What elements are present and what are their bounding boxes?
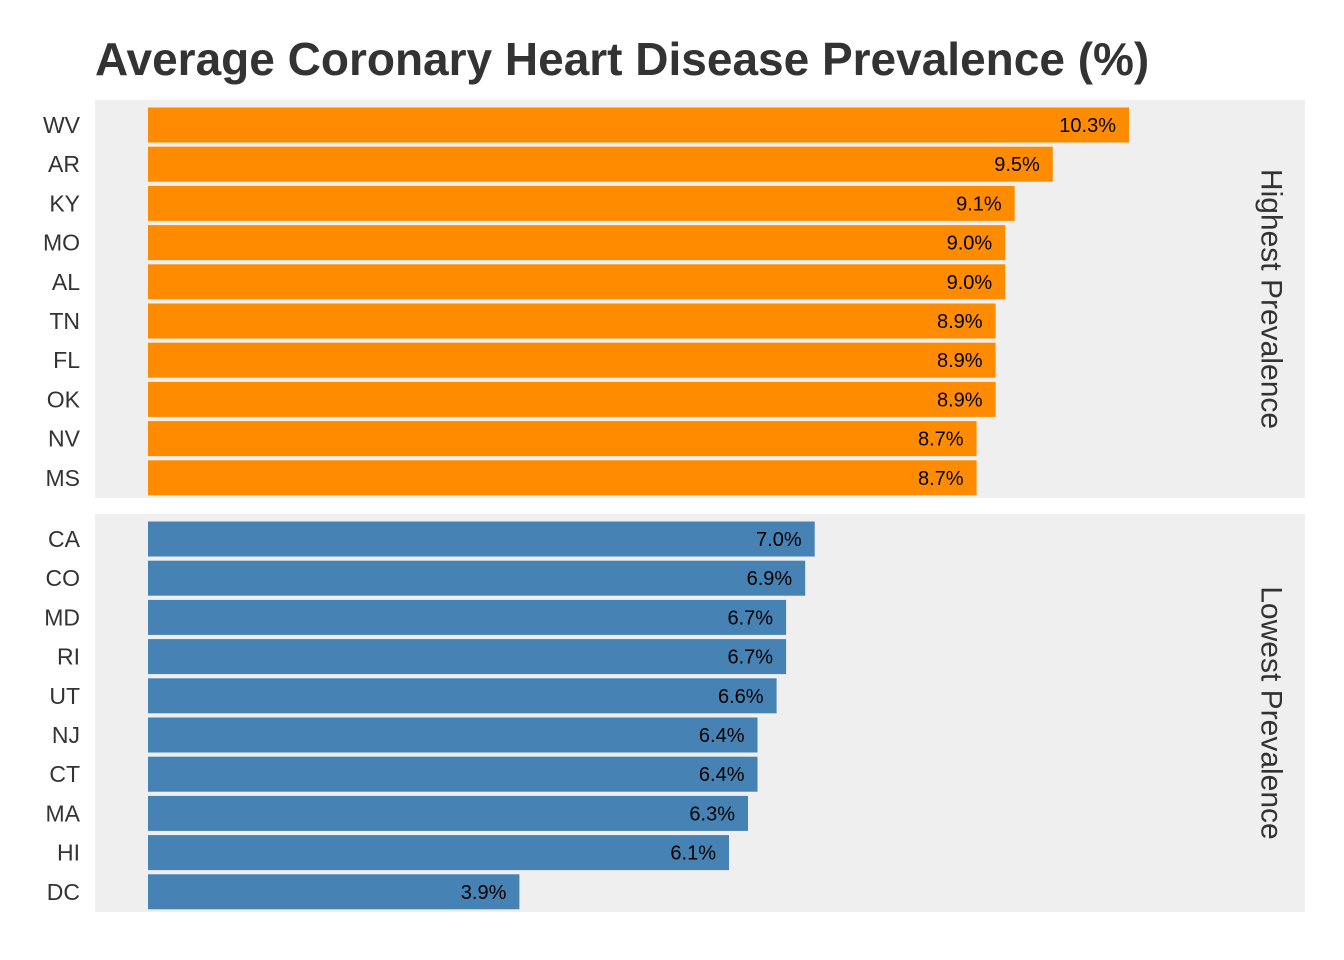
bar-WV [148,107,1129,143]
strip-label-highest: Highest Prevalence [1255,169,1288,429]
bar-UT [148,678,777,714]
bar-HI [148,835,729,871]
value-label-DC: 3.9% [461,882,507,904]
value-label-MA: 6.3% [689,803,735,825]
value-label-MD: 6.7% [728,607,774,629]
value-label-AL: 9.0% [947,272,993,294]
category-label-CO: CO [46,565,81,591]
value-label-KY: 9.1% [956,193,1002,215]
value-label-RI: 6.7% [728,647,774,669]
value-label-CT: 6.4% [699,764,745,786]
bar-MS [148,460,977,496]
category-label-CA: CA [48,526,81,552]
category-label-UT: UT [49,683,80,709]
category-label-MS: MS [46,465,81,491]
value-label-HI: 6.1% [670,843,716,865]
category-label-MD: MD [44,604,80,630]
bar-OK [148,381,996,417]
category-label-FL: FL [53,347,80,373]
category-label-HI: HI [57,840,80,866]
category-label-MA: MA [46,800,81,826]
chart-title: Average Coronary Heart Disease Prevalenc… [95,33,1150,85]
value-label-CA: 7.0% [756,529,802,551]
category-label-MO: MO [43,230,80,256]
category-label-DC: DC [47,879,80,905]
value-label-FL: 8.9% [937,350,983,372]
category-label-WV: WV [43,112,81,138]
category-label-NJ: NJ [52,722,80,748]
bar-MD [148,599,787,635]
bar-NJ [148,717,758,753]
bar-CO [148,560,806,596]
bar-FL [148,342,996,378]
value-label-CO: 6.9% [747,568,793,590]
category-label-AL: AL [52,269,80,295]
bar-AR [148,146,1053,182]
panel-lowest: CA 7.0% CO 6.9% MD 6.7% RI 6.7% UT 6.6% NJ 6.4% CT 6.… [44,514,1305,912]
bar-CT [148,756,758,792]
bar-MA [148,795,748,831]
bar-AL [148,264,1006,300]
bar-DC [148,874,520,910]
value-label-NV: 8.7% [918,429,964,451]
value-label-AR: 9.5% [994,154,1040,176]
category-label-KY: KY [49,190,80,216]
bar-TN [148,303,996,339]
category-label-CT: CT [49,761,80,787]
value-label-MS: 8.7% [918,468,964,490]
category-label-AR: AR [48,151,80,177]
bar-MO [148,225,1006,261]
panel-highest: WV 10.3% AR 9.5% KY 9.1% MO 9.0% AL 9.0% TN 8.9% FL 8… [43,100,1305,498]
bar-KY [148,185,1015,221]
value-label-TN: 8.9% [937,311,983,333]
value-label-NJ: 6.4% [699,725,745,747]
category-label-NV: NV [48,426,81,452]
value-label-WV: 10.3% [1059,115,1116,137]
value-label-OK: 8.9% [937,389,983,411]
category-label-RI: RI [57,644,80,670]
category-label-TN: TN [49,308,80,334]
bar-RI [148,639,787,675]
bar-CA [148,521,815,557]
bar-NV [148,421,977,457]
value-label-UT: 6.6% [718,686,764,708]
strip-label-lowest: Lowest Prevalence [1255,586,1288,839]
value-label-MO: 9.0% [947,233,993,255]
category-label-OK: OK [47,386,81,412]
